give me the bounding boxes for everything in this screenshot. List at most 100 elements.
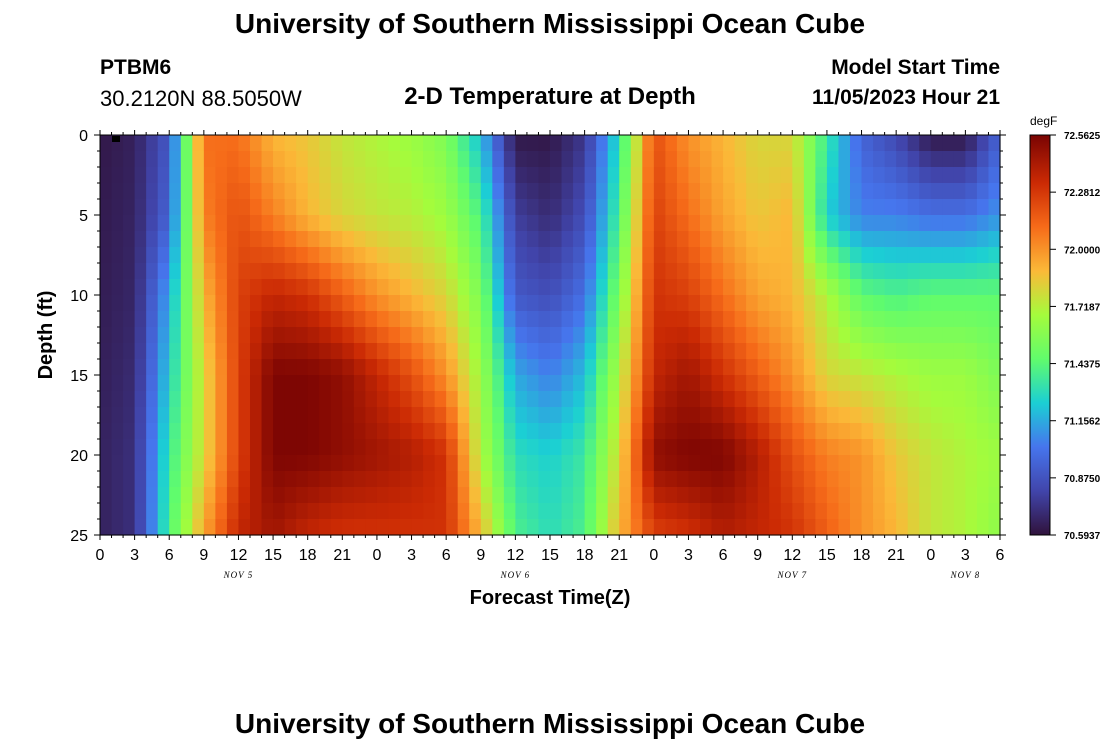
heatmap-cell [734,375,747,392]
heatmap-cell [307,151,320,168]
colorbar-label: 71.7187 [1064,302,1100,313]
heatmap-cell [261,151,274,168]
heatmap-cell [411,247,424,264]
heatmap-cell [630,135,643,152]
heatmap-cell [238,359,251,376]
heatmap-cell [850,439,863,456]
heatmap-cell [746,151,759,168]
heatmap-cell [446,471,459,488]
heatmap-cell [757,215,770,232]
heatmap-cell [411,519,424,536]
heatmap-cell [353,423,366,440]
heatmap-cell [861,407,874,424]
heatmap-cell [238,199,251,216]
heatmap-cell [884,247,897,264]
heatmap-cell [146,471,159,488]
heatmap-cell [919,295,932,312]
heatmap-cell [826,279,840,296]
heatmap-cell [215,135,228,152]
heatmap-cell [411,503,424,520]
heatmap-cell [330,215,343,232]
heatmap-cell [169,455,182,472]
heatmap-cell [873,247,886,264]
heatmap-cell [873,471,886,488]
heatmap-cell [123,487,136,504]
heatmap-cell [619,343,632,360]
heatmap-cell [630,215,643,232]
colorbar-label: 72.0000 [1064,245,1100,256]
heatmap-cell [550,151,563,168]
heatmap-cell [630,439,643,456]
heatmap-cell [538,423,551,440]
heatmap-cell [700,167,713,184]
heatmap-cell [803,167,816,184]
heatmap-cell [723,423,736,440]
heatmap-cell [584,151,597,168]
heatmap-cell [919,439,932,456]
heatmap-cell [919,183,932,200]
heatmap-cell [123,295,136,312]
heatmap-cell [826,471,840,488]
heatmap-cell [815,391,828,408]
heatmap-cell [503,263,516,280]
heatmap-cell [273,439,286,456]
heatmap-cell [169,359,182,376]
heatmap-cell [676,151,690,168]
heatmap-cell [342,167,355,184]
heatmap-cell [319,391,332,408]
heatmap-cell [192,471,205,488]
heatmap-cell [480,167,493,184]
heatmap-cell [711,455,724,472]
heatmap-cell [919,407,932,424]
heatmap-cell [376,327,390,344]
heatmap-cell [261,183,274,200]
heatmap-cell [134,359,147,376]
heatmap-cell [792,407,805,424]
heatmap-cell [653,151,666,168]
heatmap-cell [457,439,470,456]
heatmap-cell [123,135,136,152]
heatmap-cell [826,167,840,184]
heatmap-cell [180,183,193,200]
heatmap-cell [550,407,563,424]
heatmap-cell [515,199,528,216]
heatmap-cell [930,519,943,536]
heatmap-cell [284,263,297,280]
heatmap-cell [665,359,678,376]
heatmap-cell [411,199,424,216]
heatmap-cell [365,407,378,424]
heatmap-cell [526,295,540,312]
heatmap-cell [769,471,782,488]
heatmap-cell [665,439,678,456]
heatmap-cell [550,279,563,296]
heatmap-cell [353,487,366,504]
heatmap-cell [446,167,459,184]
heatmap-cell [930,167,943,184]
heatmap-cell [838,295,851,312]
heatmap-cell [561,439,574,456]
heatmap-cell [642,439,655,456]
heatmap-cell [815,375,828,392]
heatmap-cell [526,391,540,408]
heatmap-cell [538,311,551,328]
heatmap-cell [803,183,816,200]
heatmap-cell [111,167,124,184]
heatmap-cell [861,199,874,216]
heatmap-cell [550,311,563,328]
heatmap-cell [688,407,701,424]
heatmap-cell [873,503,886,520]
heatmap-cell [388,343,401,360]
heatmap-cell [146,359,159,376]
heatmap-cell [688,263,701,280]
heatmap-cell [907,263,920,280]
heatmap-cell [803,215,816,232]
heatmap-cell [319,231,332,248]
heatmap-cell [503,455,516,472]
x-tick-label: 12 [230,547,248,564]
heatmap-cell [446,135,459,152]
heatmap-cell [896,455,909,472]
x-tick-label: 15 [541,547,559,564]
heatmap-cell [157,407,170,424]
heatmap-cell [965,215,978,232]
heatmap-cell [388,247,401,264]
